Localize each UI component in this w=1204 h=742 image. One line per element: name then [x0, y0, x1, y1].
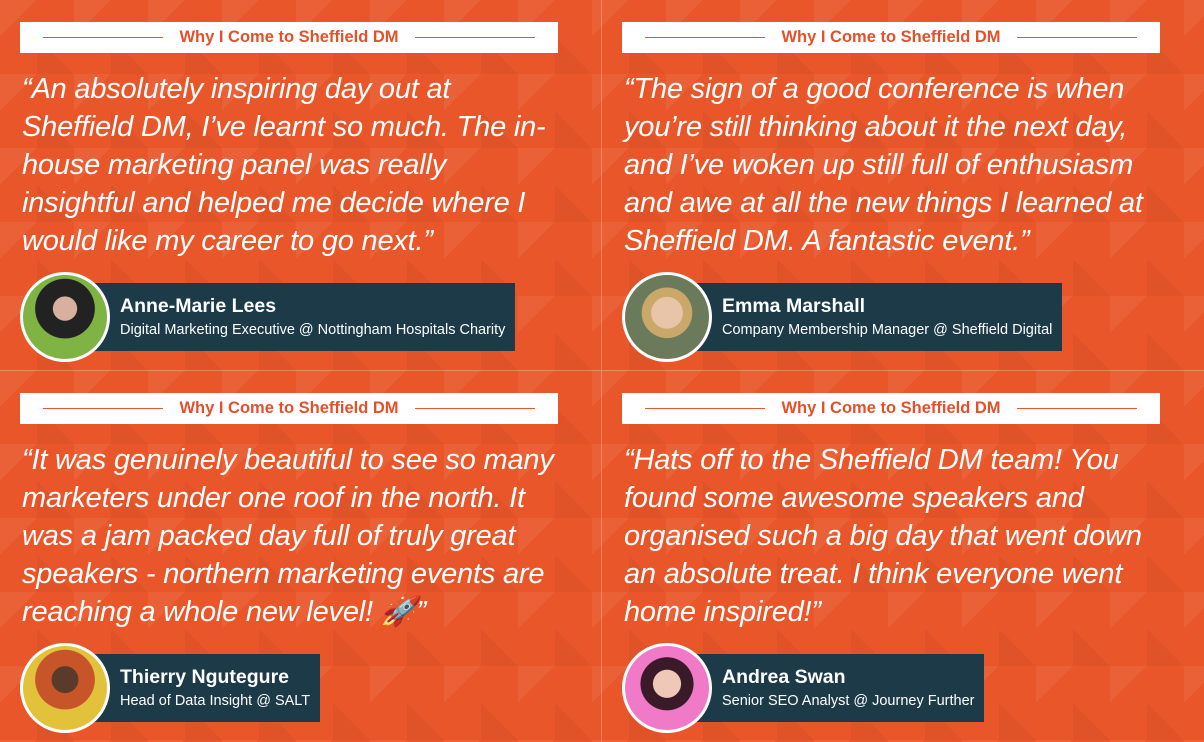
quote-line: insightful and helped me decide where I: [22, 187, 526, 219]
testimonial-card: Why I Come to Sheffield DM “Hats off to …: [602, 371, 1204, 742]
quote-line: “The sign of a good conference is when: [624, 73, 1125, 105]
avatar: [622, 272, 712, 362]
quote-line: “It was genuinely beautiful to see so ma…: [22, 444, 554, 476]
header-rule: [645, 37, 766, 38]
header-rule: [43, 408, 164, 409]
avatar: [20, 272, 110, 362]
person-role: Head of Data Insight @ SALT: [120, 693, 311, 709]
person-name: Emma Marshall: [722, 295, 866, 317]
quote-line: house marketing panel was really: [22, 149, 446, 181]
header-title: Why I Come to Sheffield DM: [179, 399, 399, 417]
avatar: [20, 643, 110, 733]
person-role: Company Membership Manager @ Sheffield D…: [722, 322, 1053, 338]
card-header: Why I Come to Sheffield DM: [622, 393, 1160, 424]
person-name: Andrea Swan: [722, 666, 846, 688]
header-rule: [43, 37, 164, 38]
quote-line: an absolute treat. I think everyone went: [624, 558, 1123, 590]
testimonial-card: Why I Come to Sheffield DM “The sign of …: [602, 0, 1204, 371]
card-header: Why I Come to Sheffield DM: [20, 393, 558, 424]
person-name: Anne-Marie Lees: [120, 295, 277, 317]
header-rule: [645, 408, 766, 409]
quote-line: would like my career to go next.”: [22, 225, 433, 257]
testimonial-quote: “Hats off to the Sheffield DM team! You f…: [624, 441, 1142, 631]
quote-line: and awe at all the new things I learned …: [624, 187, 1143, 219]
name-plate: Andrea Swan Senior SEO Analyst @ Journey …: [682, 654, 985, 722]
quote-line: organised such a big day that went down: [624, 520, 1142, 552]
quote-line: and I’ve woken up still full of enthusia…: [624, 149, 1134, 181]
quote-line: was a jam packed day full of truly great: [22, 520, 516, 552]
quote-line: you’re still thinking about it the next …: [624, 111, 1128, 143]
header-title: Why I Come to Sheffield DM: [781, 399, 1001, 417]
testimonial-card: Why I Come to Sheffield DM “It was genui…: [0, 371, 602, 742]
quote-line: “An absolutely inspiring day out at: [22, 73, 451, 105]
quote-line: Sheffield DM. A fantastic event.”: [624, 225, 1030, 257]
quote-line: marketers under one roof in the north. I…: [22, 482, 525, 514]
testimonial-card: Why I Come to Sheffield DM “An absolutel…: [0, 0, 602, 371]
person-role: Digital Marketing Executive @ Nottingham…: [120, 322, 506, 338]
header-rule: [414, 37, 535, 38]
name-plate: Thierry Ngutegure Head of Data Insight @ …: [80, 654, 321, 722]
header-title: Why I Come to Sheffield DM: [179, 28, 399, 46]
header-rule: [414, 408, 535, 409]
person-name: Thierry Ngutegure: [120, 666, 290, 688]
header-title: Why I Come to Sheffield DM: [781, 28, 1001, 46]
name-plate: Anne-Marie Lees Digital Marketing Executi…: [80, 283, 516, 351]
header-rule: [1016, 37, 1137, 38]
testimonial-quote: “It was genuinely beautiful to see so ma…: [22, 441, 554, 631]
quote-line: reaching a whole new level! 🚀”: [22, 596, 427, 628]
avatar: [622, 643, 712, 733]
quote-line: Sheffield DM, I’ve learnt so much. The i…: [22, 111, 546, 143]
quote-line: “Hats off to the Sheffield DM team! You: [624, 444, 1119, 476]
quote-line: found some awesome speakers and: [624, 482, 1084, 514]
card-header: Why I Come to Sheffield DM: [622, 22, 1160, 53]
card-header: Why I Come to Sheffield DM: [20, 22, 558, 53]
quote-line: speakers - northern marketing events are: [22, 558, 545, 590]
quote-line: home inspired!”: [624, 596, 821, 628]
testimonial-quote: “The sign of a good conference is when yo…: [624, 70, 1143, 260]
testimonial-quote: “An absolutely inspiring day out at Sheff…: [22, 70, 546, 260]
person-role: Senior SEO Analyst @ Journey Further: [722, 693, 975, 709]
name-plate: Emma Marshall Company Membership Manager …: [682, 283, 1063, 351]
header-rule: [1016, 408, 1137, 409]
